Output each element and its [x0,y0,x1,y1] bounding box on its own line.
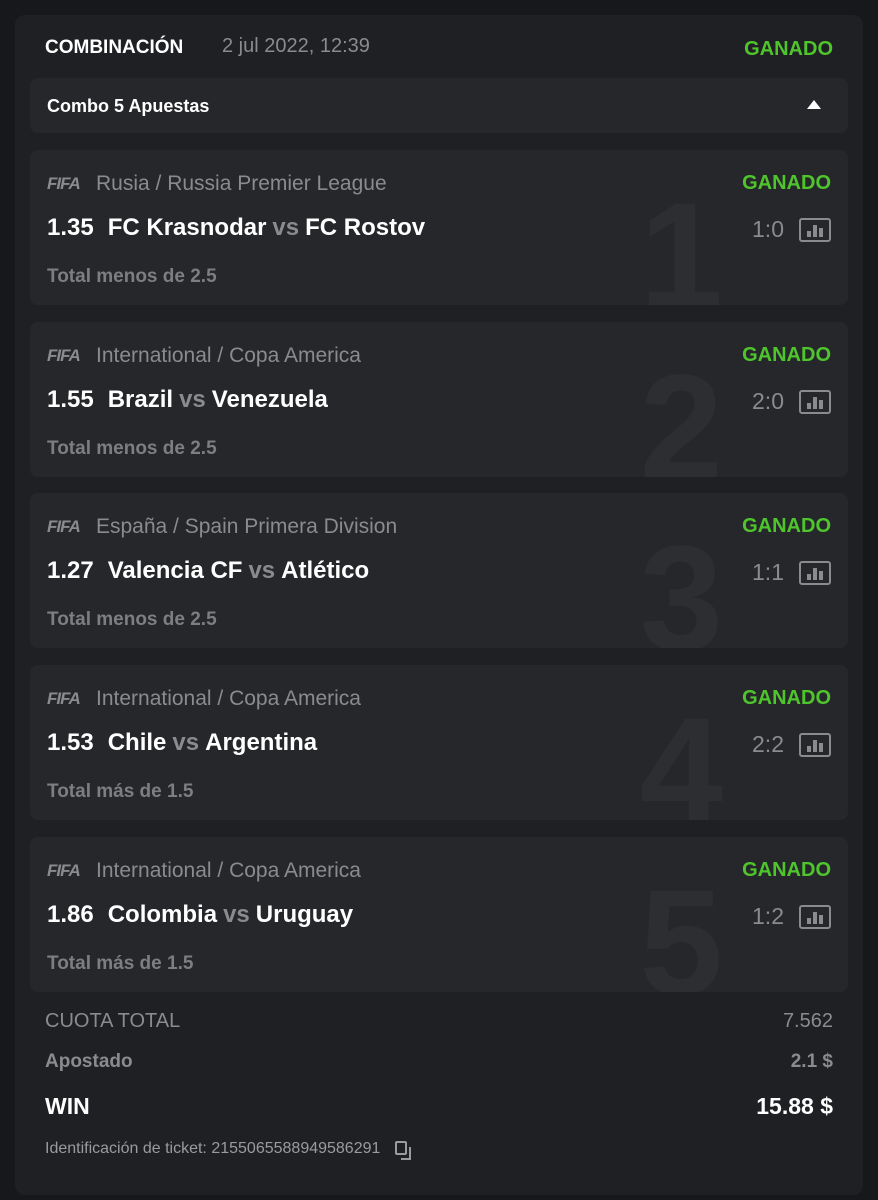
stake-value: 2.1 $ [790,1051,833,1072]
match: 1.27 Valencia CF vs Atlético [47,557,369,585]
home-team: Brazil [107,385,174,413]
away-team: Venezuela [211,385,328,413]
vs-label: vs [248,557,276,585]
fifa-logo-icon: FIFA [47,689,81,709]
odd: 1.86 [47,900,94,928]
score: 1:0 [752,216,784,242]
bet-index: 1 [639,171,723,305]
score: 1:2 [752,902,784,929]
vs-label: vs [172,729,200,757]
odd: 1.53 [47,729,94,757]
fifa-logo-icon: FIFA [47,860,81,880]
fifa-logo-icon: FIFA [47,174,81,193]
fifa-logo-icon: FIFA [47,345,81,365]
caret-up-icon[interactable] [807,100,821,109]
bet-index: 4 [639,686,723,821]
bet-item[interactable]: 2 FIFA International / Copa America GANA… [30,321,848,477]
score: 2:0 [752,387,784,414]
win-row: WIN 15.88 $ [45,1093,833,1120]
fifa-logo-icon: FIFA [47,517,81,537]
bet-index: 2 [639,342,723,477]
league: International / Copa America [96,343,361,367]
match: 1.86 Colombia vs Uruguay [47,901,353,929]
bet-status: GANADO [742,687,831,710]
bet-date: 2 jul 2022, 12:39 [222,35,370,57]
combo-label: Combo 5 Apuestas [47,96,210,116]
match: 1.53 Chile vs Argentina [47,729,317,757]
win-value: 15.88 $ [756,1093,833,1119]
bet-item[interactable]: 1 FIFA Rusia / Russia Premier League GAN… [30,150,848,305]
home-team: Colombia [107,900,218,928]
stats-icon[interactable] [799,561,831,586]
ticket-header: COMBINACIÓN 2 jul 2022, 12:39 GANADO [45,35,833,61]
bet-index: 3 [639,514,723,649]
bet-index: 5 [639,857,723,992]
home-team: Chile [107,729,167,757]
league: International / Copa America [96,687,361,711]
odd: 1.27 [47,557,94,585]
away-team: Atlético [281,557,370,585]
total-odds-label: CUOTA TOTAL [45,1010,181,1032]
away-team: Argentina [205,729,318,757]
away-team: FC Rostov [305,214,426,241]
match: 1.55 Brazil vs Venezuela [47,386,328,414]
score: 1:1 [752,559,784,586]
stats-icon[interactable] [799,733,831,758]
total-odds-value: 7.562 [782,1010,833,1032]
away-team: Uruguay [255,900,354,928]
bet-type: COMBINACIÓN [45,37,184,58]
bet-item[interactable]: 3 FIFA España / Spain Primera Division G… [30,493,848,649]
home-team: Valencia CF [107,557,243,585]
bet-status: GANADO [742,172,831,194]
bet-ticket-card: COMBINACIÓN 2 jul 2022, 12:39 GANADO Com… [15,15,863,1195]
bet-status: GANADO [742,858,831,881]
market: Total más de 1.5 [47,781,194,803]
stake-label: Apostado [45,1051,133,1072]
market: Total menos de 2.5 [47,609,217,631]
bet-item[interactable]: 4 FIFA International / Copa America GANA… [30,665,848,821]
league: España / Spain Primera Division [96,515,398,539]
ticket-id: 2155065588949586291 [211,1140,381,1157]
market: Total menos de 2.5 [47,437,217,459]
combo-toggle[interactable]: Combo 5 Apuestas [30,78,848,133]
copy-icon[interactable] [394,1141,411,1160]
bet-status: GANADO [742,343,831,366]
match: 1.35 FC Krasnodar vs FC Rostov [47,214,425,242]
odd: 1.35 [47,214,94,241]
stats-icon[interactable] [799,389,831,414]
ticket-status: GANADO [744,38,833,60]
league: International / Copa America [96,858,361,882]
total-odds-row: CUOTA TOTAL 7.562 [45,1010,833,1033]
stake-row: Apostado 2.1 $ [45,1051,833,1073]
win-label: WIN [45,1093,90,1119]
stats-icon[interactable] [799,218,831,242]
league: Rusia / Russia Premier League [96,172,387,195]
ticket-id-label: Identificación de ticket: [45,1140,207,1157]
ticket-id-row: Identificación de ticket: 21550655889495… [45,1140,833,1160]
market: Total más de 1.5 [47,952,194,974]
odd: 1.55 [47,385,94,413]
score: 2:2 [752,731,784,758]
bet-status: GANADO [742,515,831,538]
vs-label: vs [272,214,300,241]
bet-item[interactable]: 5 FIFA International / Copa America GANA… [30,836,848,992]
vs-label: vs [223,900,250,928]
stats-icon[interactable] [799,904,831,929]
home-team: FC Krasnodar [107,214,267,241]
vs-label: vs [179,385,206,413]
market: Total menos de 2.5 [47,266,217,287]
